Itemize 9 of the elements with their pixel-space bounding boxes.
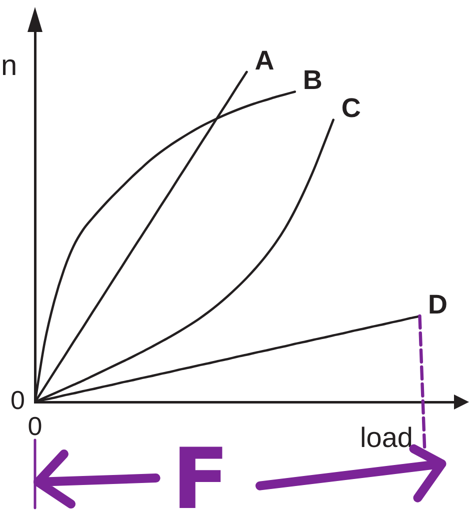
- y-axis-title: n: [1, 50, 18, 82]
- series-label: B: [302, 65, 322, 96]
- series-label: A: [254, 45, 274, 76]
- series-label: D: [428, 290, 448, 320]
- text: 0: [10, 385, 25, 416]
- x-axis-title: load: [360, 422, 413, 453]
- series-label: C: [341, 93, 361, 124]
- text: 0: [28, 411, 42, 442]
- text: F: [172, 430, 230, 514]
